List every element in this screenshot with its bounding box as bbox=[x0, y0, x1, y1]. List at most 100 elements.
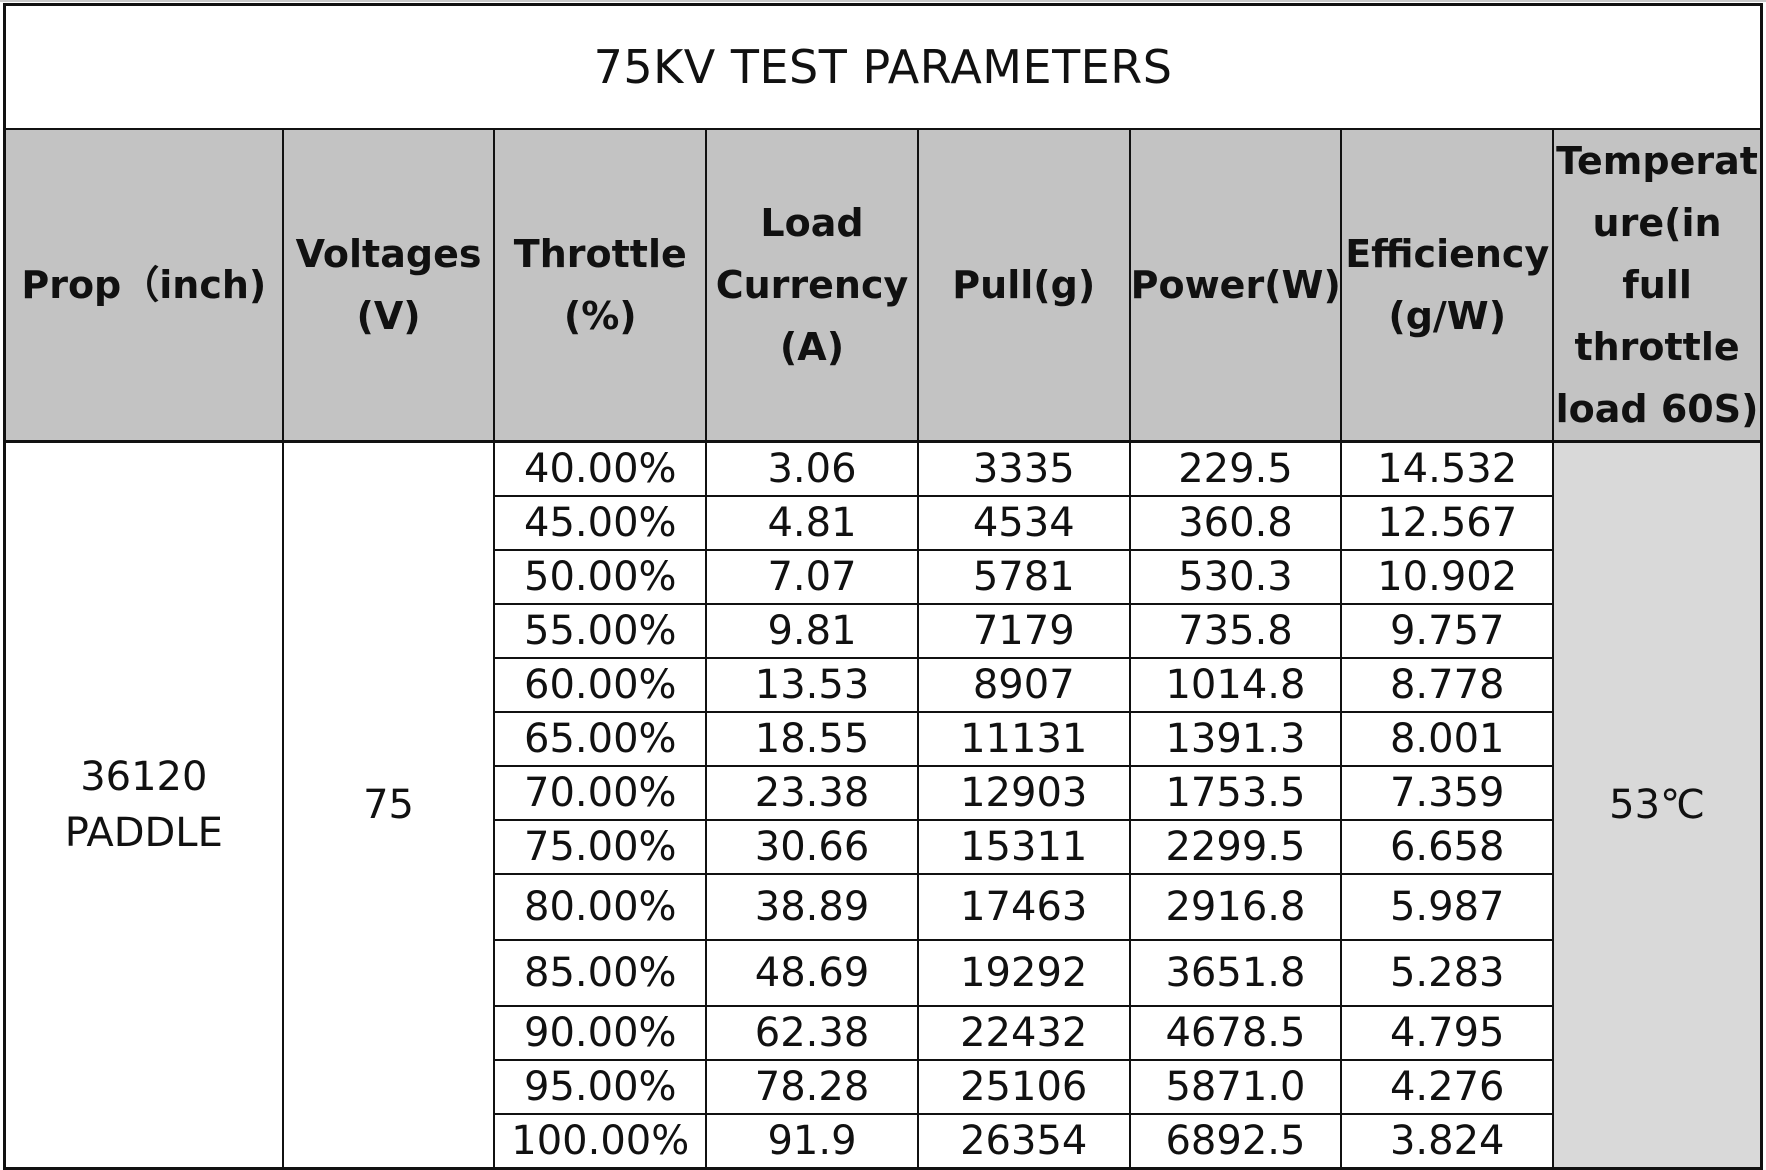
efficiency-cell: 3.824 bbox=[1340, 1113, 1555, 1170]
throttle-cell: 40.00% bbox=[493, 440, 708, 497]
throttle-cell: 65.00% bbox=[493, 711, 708, 767]
header-row: Prop（inch) Voltages (V) Throttle (%) Loa… bbox=[3, 128, 1763, 443]
power-cell: 360.8 bbox=[1128, 495, 1343, 551]
throttle-cell: 55.00% bbox=[493, 603, 708, 659]
power-cell: 735.8 bbox=[1128, 603, 1343, 659]
power-cell: 1391.3 bbox=[1128, 711, 1343, 767]
table-row: 45.00% 4.81 4534 360.8 12.567 bbox=[5, 495, 1762, 551]
current-cell: 23.38 bbox=[705, 765, 919, 821]
current-cell: 91.9 bbox=[705, 1113, 919, 1170]
table-row: 90.00% 62.38 22432 4678.5 4.795 bbox=[5, 1005, 1762, 1061]
test-parameters-table: 75KV TEST PARAMETERS Prop（inch) Voltages… bbox=[3, 3, 1763, 1170]
current-cell: 78.28 bbox=[705, 1059, 919, 1115]
table-title: 75KV TEST PARAMETERS bbox=[3, 3, 1763, 130]
header-throttle-line: (%) bbox=[563, 294, 637, 338]
power-cell: 3651.8 bbox=[1128, 939, 1343, 1007]
throttle-cell: 75.00% bbox=[493, 819, 708, 875]
prop-value-line: PADDLE bbox=[64, 810, 223, 856]
throttle-cell: 60.00% bbox=[493, 657, 708, 713]
efficiency-cell: 14.532 bbox=[1340, 440, 1555, 497]
voltage-cell: 75 bbox=[281, 440, 496, 1170]
power-cell: 1014.8 bbox=[1128, 657, 1343, 713]
header-pull: Pull(g) bbox=[916, 128, 1131, 443]
pull-cell: 7179 bbox=[916, 603, 1131, 659]
current-cell: 30.66 bbox=[705, 819, 919, 875]
table-row: 36120 PADDLE 75 40.00% 3.06 3335 229.5 14.532 53… bbox=[3, 440, 1763, 1170]
pull-cell: 19292 bbox=[916, 939, 1131, 1007]
current-cell: 4.81 bbox=[705, 495, 919, 551]
header-voltages: Voltages (V) bbox=[281, 128, 496, 443]
power-cell: 5871.0 bbox=[1128, 1059, 1343, 1115]
header-temperature-line: Temperat bbox=[1556, 139, 1758, 183]
throttle-cell: 70.00% bbox=[493, 765, 708, 821]
power-cell: 2299.5 bbox=[1128, 819, 1343, 875]
header-voltages-line: Voltages bbox=[295, 232, 482, 276]
pull-cell: 12903 bbox=[916, 765, 1131, 821]
table-row: 70.00% 23.38 12903 1753.5 7.359 bbox=[5, 765, 1762, 821]
table-row: 85.00% 48.69 19292 3651.8 5.283 bbox=[5, 939, 1762, 1007]
efficiency-cell: 5.987 bbox=[1340, 873, 1555, 941]
power-cell: 229.5 bbox=[1128, 440, 1343, 497]
table-row: 60.00% 13.53 8907 1014.8 8.778 bbox=[5, 657, 1762, 713]
power-cell: 1753.5 bbox=[1128, 765, 1343, 821]
current-cell: 48.69 bbox=[705, 939, 919, 1007]
prop-value-line: 36120 bbox=[80, 754, 208, 800]
current-cell: 18.55 bbox=[705, 711, 919, 767]
pull-cell: 3335 bbox=[916, 440, 1131, 497]
top-gridline bbox=[0, 0, 1766, 4]
power-cell: 4678.5 bbox=[1128, 1005, 1343, 1061]
title-row: 75KV TEST PARAMETERS bbox=[3, 3, 1763, 130]
power-cell: 2916.8 bbox=[1128, 873, 1343, 941]
efficiency-cell: 6.658 bbox=[1340, 819, 1555, 875]
current-cell: 9.81 bbox=[705, 603, 919, 659]
current-cell: 38.89 bbox=[705, 873, 919, 941]
header-load-currency-line: Currency bbox=[715, 263, 909, 307]
pull-cell: 26354 bbox=[916, 1113, 1131, 1170]
throttle-cell: 95.00% bbox=[493, 1059, 708, 1115]
pull-cell: 5781 bbox=[916, 549, 1131, 605]
header-voltages-line: (V) bbox=[356, 294, 421, 338]
header-temperature-line: throttle bbox=[1574, 325, 1740, 369]
pull-cell: 15311 bbox=[916, 819, 1131, 875]
header-temperature: Temperat ure(in full throttle load 60S) bbox=[1552, 128, 1763, 443]
efficiency-cell: 4.795 bbox=[1340, 1005, 1555, 1061]
header-load-currency-line: Load bbox=[760, 201, 864, 245]
efficiency-cell: 8.778 bbox=[1340, 657, 1555, 713]
current-cell: 7.07 bbox=[705, 549, 919, 605]
header-throttle-line: Throttle bbox=[513, 232, 687, 276]
header-efficiency-line: (g/W) bbox=[1388, 294, 1507, 338]
header-temperature-line: load 60S) bbox=[1555, 387, 1759, 431]
efficiency-cell: 8.001 bbox=[1340, 711, 1555, 767]
efficiency-cell: 12.567 bbox=[1340, 495, 1555, 551]
efficiency-cell: 7.359 bbox=[1340, 765, 1555, 821]
header-throttle: Throttle (%) bbox=[493, 128, 708, 443]
table-row: 80.00% 38.89 17463 2916.8 5.987 bbox=[5, 873, 1762, 941]
pull-cell: 25106 bbox=[916, 1059, 1131, 1115]
efficiency-cell: 10.902 bbox=[1340, 549, 1555, 605]
table-row: 50.00% 7.07 5781 530.3 10.902 bbox=[5, 549, 1762, 605]
current-cell: 62.38 bbox=[705, 1005, 919, 1061]
table-row: 75.00% 30.66 15311 2299.5 6.658 bbox=[5, 819, 1762, 875]
prop-cell: 36120 PADDLE bbox=[3, 440, 284, 1170]
throttle-cell: 50.00% bbox=[493, 549, 708, 605]
header-power: Power(W) bbox=[1128, 128, 1343, 443]
throttle-cell: 100.00% bbox=[493, 1113, 708, 1170]
throttle-cell: 90.00% bbox=[493, 1005, 708, 1061]
efficiency-cell: 4.276 bbox=[1340, 1059, 1555, 1115]
pull-cell: 22432 bbox=[916, 1005, 1131, 1061]
header-temperature-line: ure(in full bbox=[1592, 201, 1722, 307]
throttle-cell: 85.00% bbox=[493, 939, 708, 1007]
efficiency-cell: 9.757 bbox=[1340, 603, 1555, 659]
temperature-cell: 53℃ bbox=[1552, 440, 1763, 1170]
header-efficiency: Efficiency (g/W) bbox=[1340, 128, 1555, 443]
throttle-cell: 45.00% bbox=[493, 495, 708, 551]
header-prop: Prop（inch) bbox=[3, 128, 284, 443]
current-cell: 3.06 bbox=[705, 440, 919, 497]
power-cell: 530.3 bbox=[1128, 549, 1343, 605]
pull-cell: 4534 bbox=[916, 495, 1131, 551]
efficiency-cell: 5.283 bbox=[1340, 939, 1555, 1007]
throttle-cell: 80.00% bbox=[493, 873, 708, 941]
pull-cell: 17463 bbox=[916, 873, 1131, 941]
table-row: 65.00% 18.55 11131 1391.3 8.001 bbox=[5, 711, 1762, 767]
